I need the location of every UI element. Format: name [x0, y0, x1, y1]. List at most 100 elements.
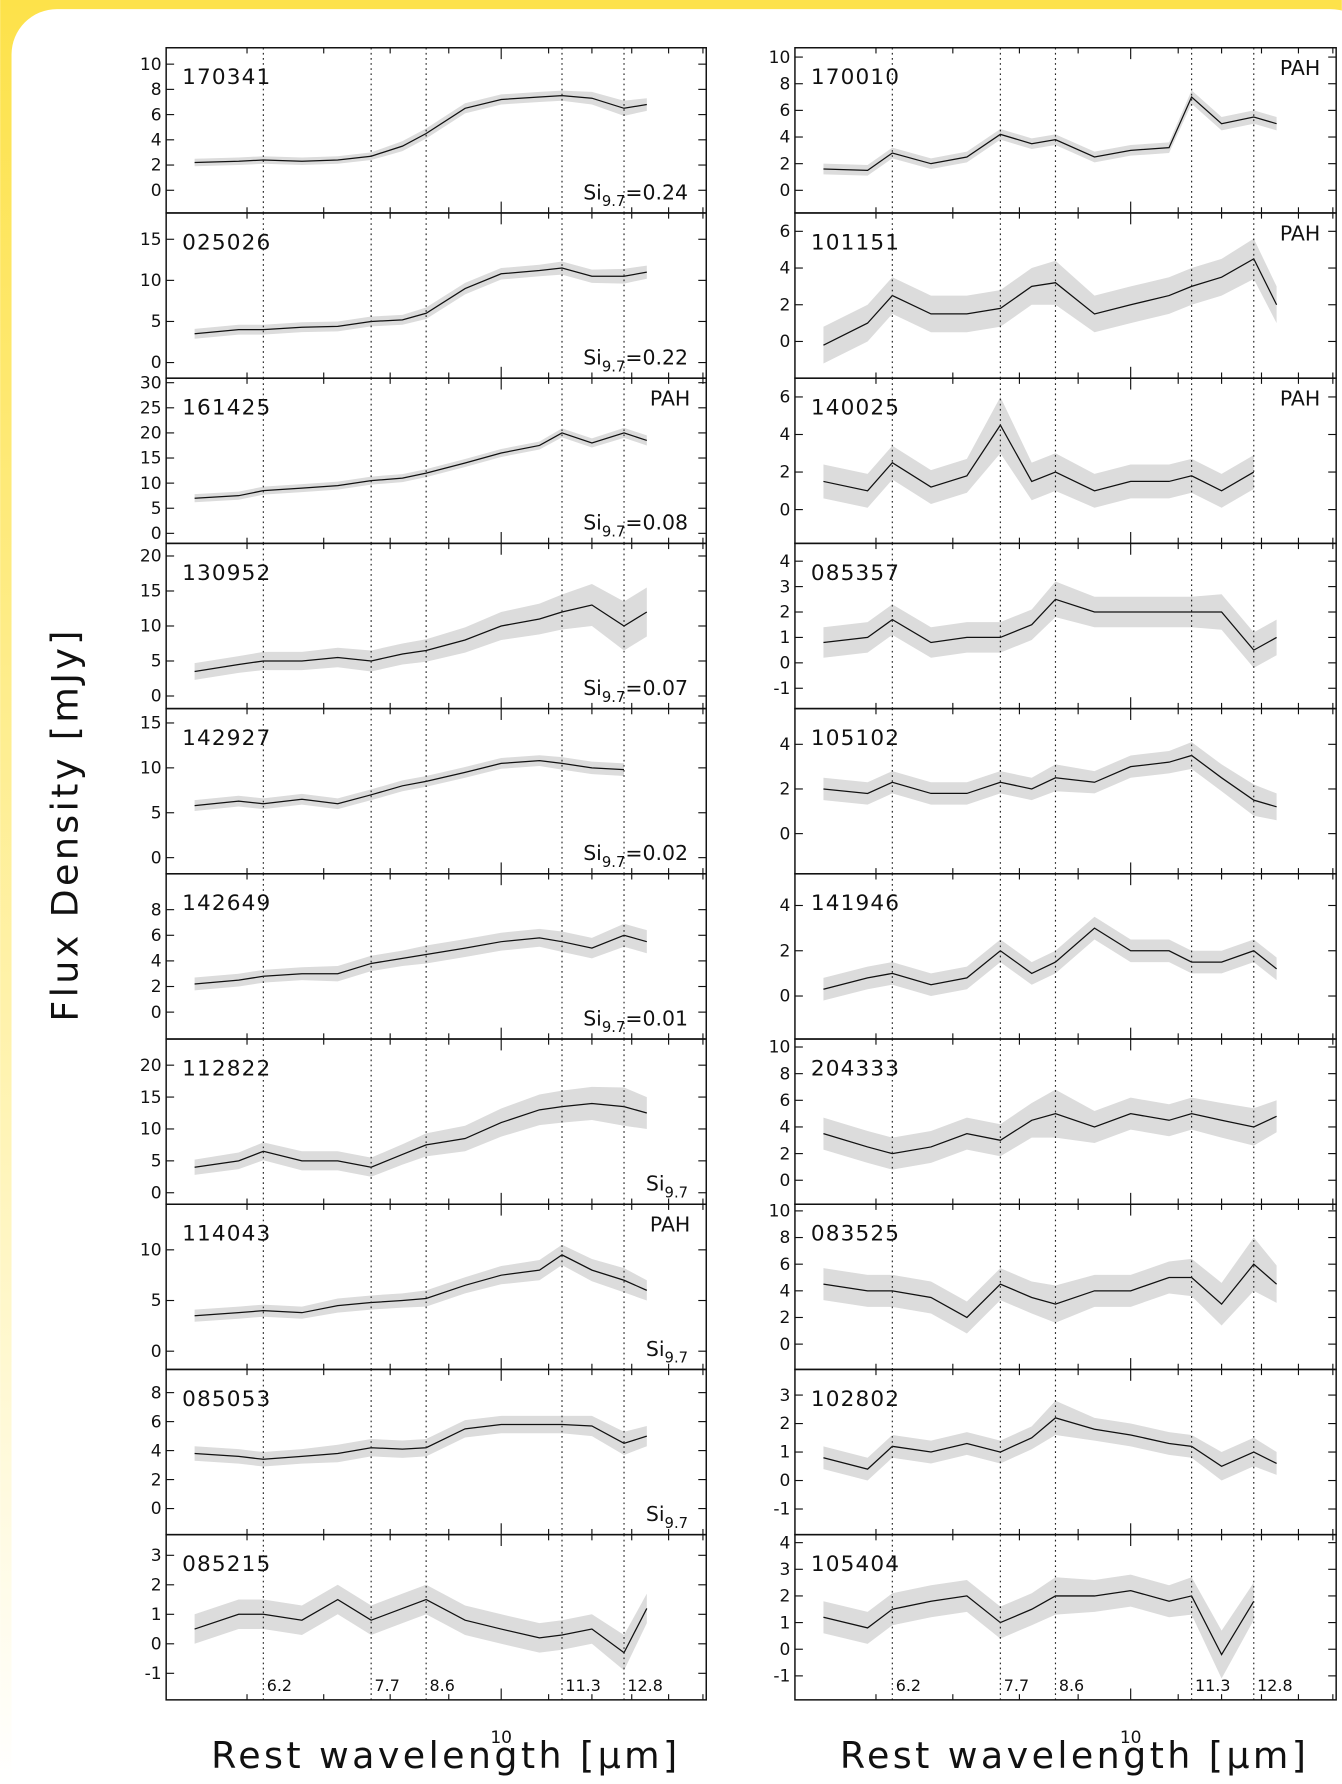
- panel: [823, 1237, 1278, 1334]
- panel-id: 085357: [811, 561, 900, 586]
- y-tick-label: 8: [780, 74, 791, 94]
- feature-label: 12.8: [1257, 1676, 1292, 1695]
- panel-id: 112822: [182, 1056, 271, 1081]
- si-text: Si: [583, 1006, 602, 1030]
- panel: [823, 1400, 1277, 1481]
- y-tick-label: 6: [780, 1255, 791, 1275]
- panel: [823, 396, 1255, 508]
- si-sub: 9.7: [665, 1515, 688, 1532]
- y-tick-label: 0: [151, 181, 162, 201]
- y-tick-label: 15: [140, 449, 162, 469]
- y-tick-label: 0: [780, 1335, 791, 1355]
- y-tick-label: 2: [151, 156, 162, 176]
- y-tick-label: 0: [780, 987, 791, 1007]
- spectrum-line: [823, 598, 1277, 651]
- y-tick-label: 3: [780, 1560, 791, 1580]
- y-tick-label: 15: [140, 582, 162, 602]
- spectrum-line: [194, 432, 648, 499]
- error-band: [823, 742, 1277, 821]
- y-tick-label: 0: [151, 524, 162, 544]
- y-tick-label: 10: [140, 617, 162, 637]
- error-band: [823, 1089, 1277, 1170]
- panel: [823, 1574, 1255, 1679]
- error-band: [194, 261, 647, 339]
- y-tick-label: 8: [780, 1064, 791, 1084]
- y-tick-label: 10: [140, 759, 162, 779]
- y-tick-label: 8: [780, 1228, 791, 1248]
- y-tick-label: 2: [780, 295, 791, 315]
- y-tick-label: 10: [140, 271, 162, 291]
- y-tick-label: 4: [151, 1441, 162, 1461]
- pah-tag: PAH: [1280, 221, 1320, 245]
- spectrum-line: [194, 760, 625, 807]
- y-tick-label: 1: [151, 1605, 162, 1625]
- spectrum-line: [194, 95, 647, 164]
- y-tick-label: 20: [140, 547, 162, 567]
- y-tick-label: -1: [773, 679, 790, 699]
- y-tick-label: 0: [151, 1634, 162, 1654]
- panel-frame: [165, 1533, 707, 1701]
- y-tick-label: 6: [780, 388, 791, 408]
- si-annotation: Si9.7: [646, 1172, 688, 1202]
- y-tick-label: 8: [151, 1383, 162, 1403]
- panel: [823, 90, 1277, 176]
- spectrum-line: [823, 1417, 1277, 1470]
- si-annotation: Si9.7=0.24: [583, 180, 688, 210]
- y-tick-label: -1: [773, 1667, 790, 1687]
- y-tick-label: 15: [140, 1088, 162, 1108]
- y-tick-label: 5: [151, 1291, 162, 1311]
- panel: [194, 755, 625, 811]
- y-tick-label: 0: [151, 848, 162, 868]
- y-tick-label: 2: [780, 941, 791, 961]
- y-tick-label: 8: [151, 80, 162, 100]
- error-band: [823, 581, 1277, 668]
- x-axis-title: Rest wavelength [μm]: [840, 1734, 1309, 1777]
- si-sub: 9.7: [602, 854, 625, 871]
- si-value: =0.02: [625, 841, 688, 865]
- feature-label: 12.8: [627, 1676, 662, 1695]
- y-tick-label: 6: [780, 101, 791, 121]
- y-tick-label: 0: [151, 1342, 162, 1362]
- si-sub: 9.7: [602, 1019, 625, 1036]
- y-tick-label: 3: [151, 1546, 162, 1566]
- y-tick-label: 4: [780, 1282, 791, 1302]
- si-value: =0.01: [625, 1006, 688, 1030]
- panel-id: 142927: [182, 726, 271, 751]
- feature-label: 8.6: [430, 1676, 455, 1695]
- y-tick-label: 0: [151, 1499, 162, 1519]
- y-tick-label: 4: [780, 1118, 791, 1138]
- y-tick-label: 15: [140, 714, 162, 734]
- error-band: [823, 916, 1277, 1001]
- spectrum-line: [194, 934, 647, 985]
- y-tick-label: 0: [780, 332, 791, 352]
- y-tick-label: 1: [780, 1443, 791, 1463]
- y-tick-label: 2: [780, 1587, 791, 1607]
- y-tick-label: 0: [151, 1183, 162, 1203]
- feature-label: 11.3: [565, 1676, 600, 1695]
- panel-id: 142649: [182, 891, 271, 916]
- spectrum-line: [194, 1598, 648, 1654]
- error-band: [823, 396, 1254, 508]
- y-tick-label: 0: [780, 1471, 791, 1491]
- y-tick-label: 5: [151, 1152, 162, 1172]
- panel: [823, 238, 1278, 364]
- y-axis-title: Flux Density [mJy]: [43, 627, 86, 1021]
- feature-label: 7.7: [1004, 1676, 1029, 1695]
- error-band: [823, 1400, 1277, 1481]
- y-tick-label: 6: [151, 105, 162, 125]
- panel-id: 101151: [811, 230, 900, 255]
- feature-label: 8.6: [1059, 1676, 1084, 1695]
- x-axis-title: Rest wavelength [μm]: [211, 1734, 680, 1777]
- si-text: Si: [583, 676, 602, 700]
- y-tick-label: 4: [780, 552, 791, 572]
- spectrum-line: [823, 754, 1277, 808]
- panel-id: 083525: [811, 1222, 900, 1247]
- feature-label: 6.2: [896, 1676, 921, 1695]
- y-tick-label: 6: [151, 1412, 162, 1432]
- y-tick-label: 8: [151, 900, 162, 920]
- spectrum-line: [823, 1589, 1255, 1656]
- pah-tag: PAH: [1280, 386, 1320, 410]
- spectrum-line: [823, 423, 1255, 492]
- panel-id: 141946: [811, 891, 900, 916]
